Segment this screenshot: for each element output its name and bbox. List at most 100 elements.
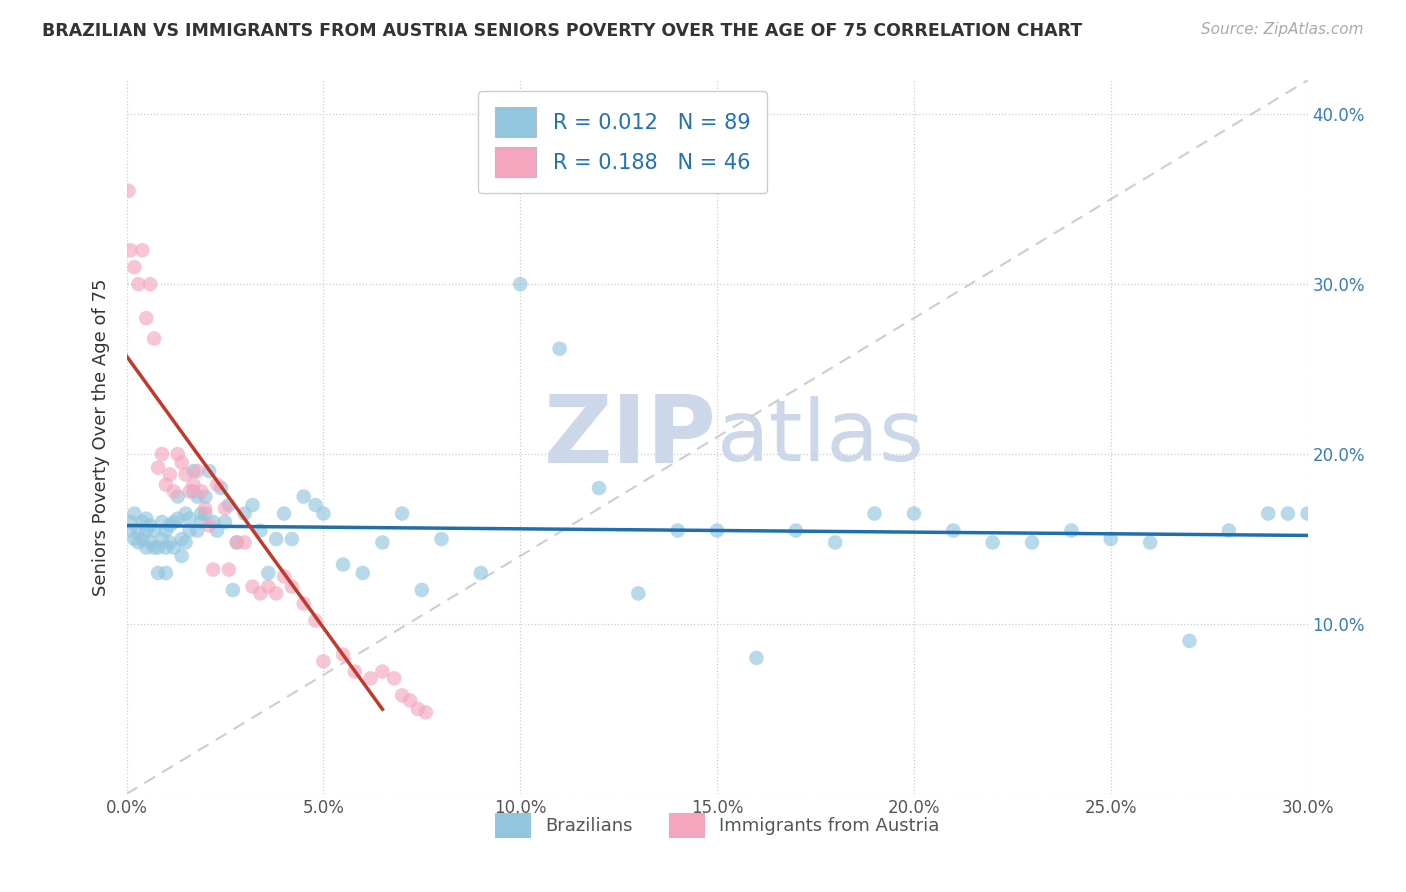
Point xyxy=(352,566,374,580)
Point xyxy=(163,515,186,529)
Point xyxy=(179,511,201,525)
Point xyxy=(332,648,354,662)
Point xyxy=(170,532,193,546)
Point xyxy=(124,507,146,521)
Point xyxy=(186,464,208,478)
Point xyxy=(155,566,177,580)
Point xyxy=(198,518,221,533)
Point xyxy=(143,332,166,346)
Point xyxy=(170,456,193,470)
Point xyxy=(415,706,437,720)
Point xyxy=(233,535,256,549)
Point xyxy=(430,532,453,546)
Point xyxy=(343,665,366,679)
Point xyxy=(509,277,531,292)
Point xyxy=(1296,507,1319,521)
Point xyxy=(127,524,149,538)
Point xyxy=(135,511,157,525)
Point xyxy=(117,184,139,198)
Point xyxy=(120,524,142,538)
Point xyxy=(202,515,225,529)
Point xyxy=(127,277,149,292)
Point xyxy=(150,447,173,461)
Point xyxy=(131,532,153,546)
Point xyxy=(981,535,1004,549)
Point xyxy=(150,515,173,529)
Point xyxy=(209,481,232,495)
Point xyxy=(371,665,394,679)
Point xyxy=(470,566,492,580)
Point xyxy=(170,549,193,563)
Point xyxy=(706,524,728,538)
Point xyxy=(183,484,205,499)
Point xyxy=(198,464,221,478)
Point xyxy=(382,671,405,685)
Point xyxy=(190,484,212,499)
Point xyxy=(1099,532,1122,546)
Point xyxy=(186,490,208,504)
Point xyxy=(242,580,264,594)
Point xyxy=(548,342,571,356)
Point xyxy=(222,582,245,597)
Point xyxy=(214,515,236,529)
Text: atlas: atlas xyxy=(717,395,925,479)
Point xyxy=(146,541,169,555)
Point xyxy=(190,507,212,521)
Point xyxy=(190,515,212,529)
Point xyxy=(391,689,413,703)
Point xyxy=(273,507,295,521)
Point xyxy=(257,566,280,580)
Point xyxy=(214,501,236,516)
Point xyxy=(194,501,217,516)
Point xyxy=(249,586,271,600)
Point xyxy=(150,532,173,546)
Point xyxy=(127,535,149,549)
Point xyxy=(249,524,271,538)
Point xyxy=(1060,524,1083,538)
Point xyxy=(312,507,335,521)
Point xyxy=(391,507,413,521)
Point xyxy=(273,569,295,583)
Point xyxy=(371,535,394,549)
Point xyxy=(174,507,197,521)
Point xyxy=(205,524,228,538)
Point xyxy=(139,277,162,292)
Point xyxy=(179,484,201,499)
Y-axis label: Seniors Poverty Over the Age of 75: Seniors Poverty Over the Age of 75 xyxy=(91,278,110,596)
Point xyxy=(155,477,177,491)
Point xyxy=(174,467,197,482)
Point xyxy=(281,532,304,546)
Point xyxy=(159,535,181,549)
Point xyxy=(1021,535,1043,549)
Point xyxy=(942,524,965,538)
Point xyxy=(332,558,354,572)
Point xyxy=(159,467,181,482)
Point xyxy=(399,693,422,707)
Point xyxy=(146,460,169,475)
Point xyxy=(411,582,433,597)
Point xyxy=(159,518,181,533)
Point xyxy=(218,498,240,512)
Point xyxy=(139,535,162,549)
Point xyxy=(264,586,287,600)
Point xyxy=(120,515,142,529)
Point xyxy=(124,532,146,546)
Text: Source: ZipAtlas.com: Source: ZipAtlas.com xyxy=(1201,22,1364,37)
Point xyxy=(588,481,610,495)
Point xyxy=(292,597,315,611)
Point xyxy=(186,524,208,538)
Point xyxy=(205,477,228,491)
Point xyxy=(304,614,326,628)
Point xyxy=(627,586,650,600)
Point xyxy=(194,507,217,521)
Point xyxy=(304,498,326,512)
Point xyxy=(183,464,205,478)
Point xyxy=(131,243,153,257)
Point xyxy=(824,535,846,549)
Point xyxy=(903,507,925,521)
Point xyxy=(666,524,689,538)
Text: BRAZILIAN VS IMMIGRANTS FROM AUSTRIA SENIORS POVERTY OVER THE AGE OF 75 CORRELAT: BRAZILIAN VS IMMIGRANTS FROM AUSTRIA SEN… xyxy=(42,22,1083,40)
Point xyxy=(139,518,162,533)
Point xyxy=(166,447,188,461)
Legend: Brazilians, Immigrants from Austria: Brazilians, Immigrants from Austria xyxy=(488,805,946,846)
